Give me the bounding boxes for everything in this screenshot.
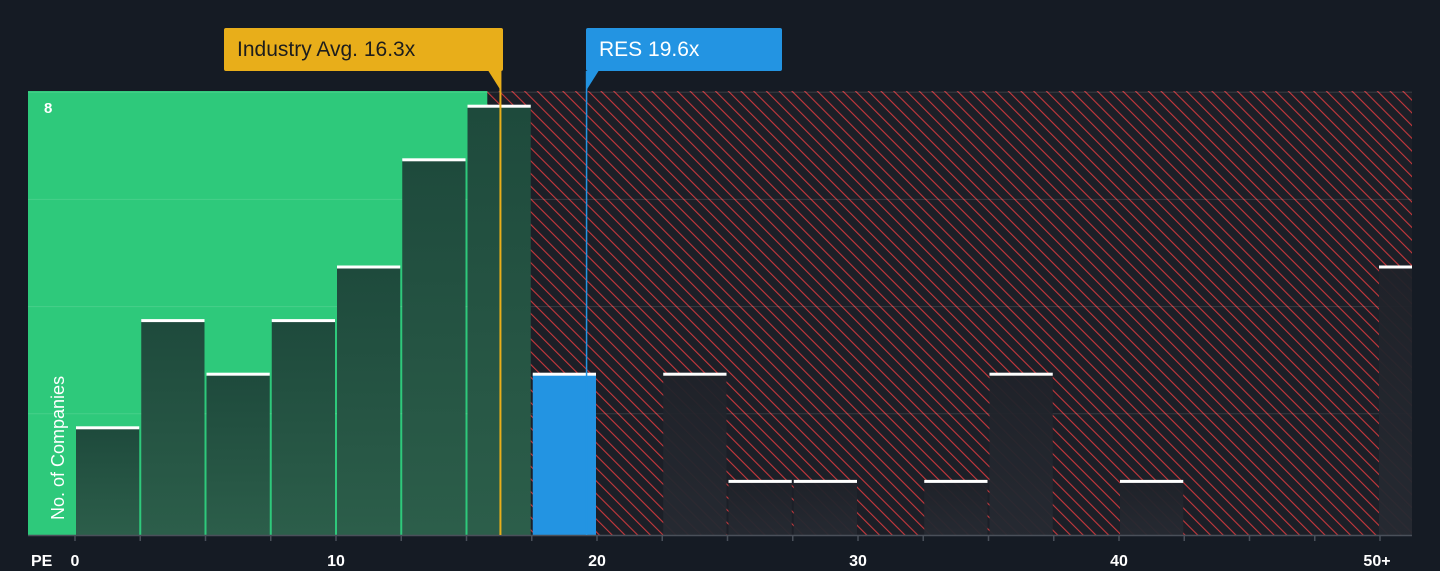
- bar-cap: [1379, 265, 1412, 269]
- bar-cap: [76, 426, 140, 430]
- histogram-bar: [989, 374, 1053, 535]
- x-tick-label: 10: [327, 553, 345, 570]
- overvalued-region: [487, 91, 1412, 535]
- bar-cap: [337, 265, 401, 269]
- bar-cap: [402, 158, 466, 162]
- company-pe-callout: RES 19.6x: [586, 28, 782, 71]
- bar-cap: [1120, 479, 1184, 483]
- bar-cap: [271, 319, 335, 323]
- x-tick-label: 20: [588, 553, 606, 570]
- markers: [488, 71, 599, 535]
- histogram-bar: [924, 481, 988, 535]
- bar-cap: [532, 372, 596, 376]
- bars-group: [76, 104, 1412, 536]
- y-tick-label: 8: [44, 100, 53, 118]
- histogram-bar: [271, 320, 335, 535]
- histogram-bar: [663, 374, 727, 535]
- bar-cap: [924, 479, 988, 483]
- company-callout-pointer: [586, 71, 599, 90]
- histogram-bar: [467, 106, 531, 535]
- histogram-bar: [793, 481, 857, 535]
- histogram-bar: [206, 374, 270, 535]
- bar-cap: [663, 372, 727, 376]
- histogram-bar: [337, 267, 401, 535]
- histogram-bar: [141, 320, 205, 535]
- industry-average-callout: Industry Avg. 16.3x: [224, 28, 503, 71]
- bar-cap: [206, 372, 270, 376]
- x-tick-label: 40: [1110, 553, 1128, 570]
- x-tick-label: 0: [70, 553, 80, 570]
- histogram-bar: [1120, 481, 1184, 535]
- y-axis-label: No. of Companies: [48, 375, 68, 520]
- histogram-bar: [1379, 267, 1412, 535]
- x-tick-label: 30: [849, 553, 867, 570]
- histogram-bar: [76, 427, 140, 535]
- histogram-bar: [532, 374, 596, 535]
- bar-cap: [141, 319, 205, 323]
- x-tick-label: 50+: [1363, 553, 1391, 570]
- x-axis: [28, 534, 1412, 541]
- bar-cap: [467, 104, 531, 108]
- industry-callout-pointer: [488, 71, 501, 90]
- x-axis-label: PE: [31, 553, 53, 570]
- bar-cap: [989, 372, 1053, 376]
- bar-cap: [728, 479, 792, 483]
- histogram-bar: [402, 159, 466, 536]
- bar-cap: [793, 479, 857, 483]
- histogram-bar: [728, 481, 792, 535]
